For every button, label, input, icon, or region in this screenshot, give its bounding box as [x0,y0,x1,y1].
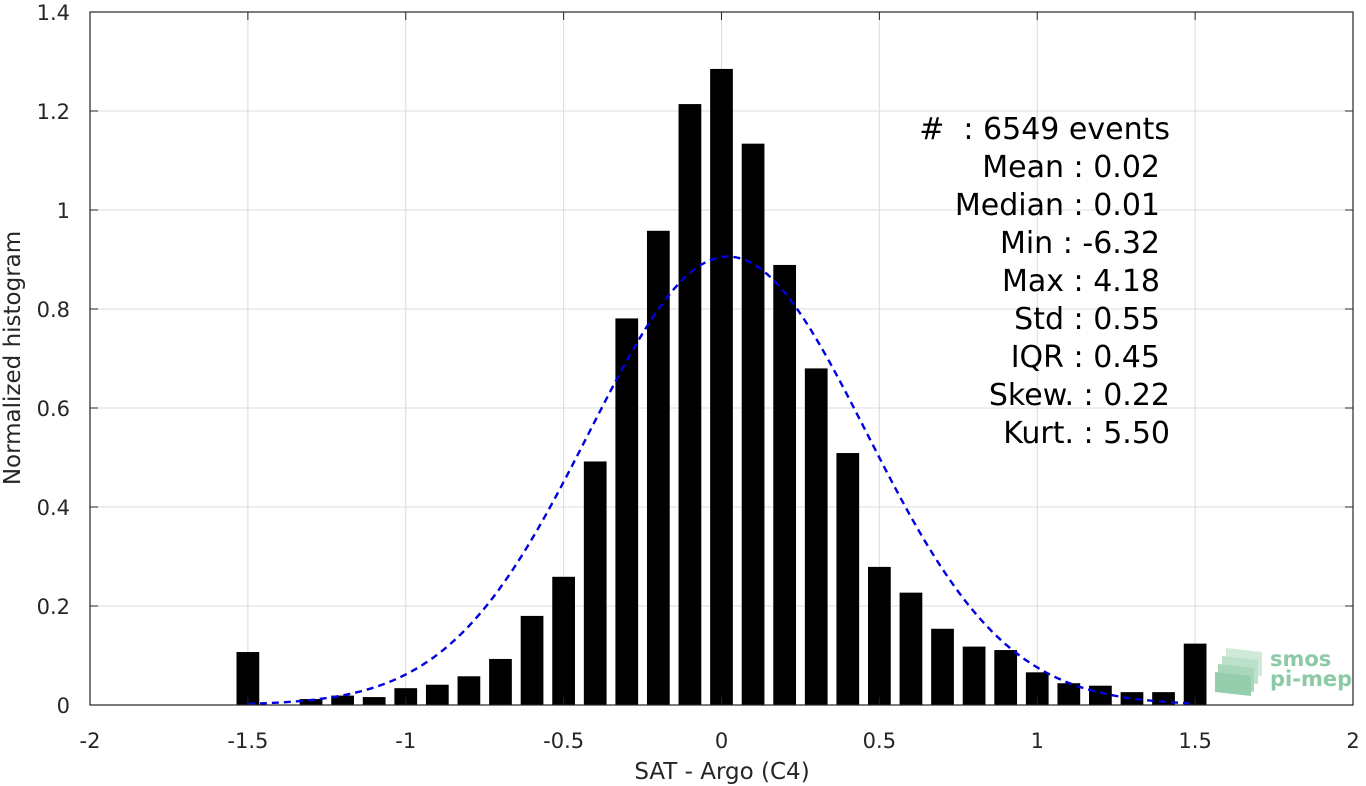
stat-min: Min : -6.32 [1000,226,1160,261]
axes [89,11,1354,706]
histogram-bar [1152,692,1175,705]
stat-kurt: Kurt. : 5.50 [1003,416,1170,451]
x-tick-label: 0 [715,729,728,753]
histogram-bar [362,697,386,705]
histogram-bar [1183,643,1207,705]
histogram-bar [868,566,891,705]
y-axis-label: Normalized histogram [0,231,26,485]
x-tick-labels: -2 -1.5 -1 -0.5 0 0.5 1 1.5 2 [80,729,1360,753]
x-axis-label: SAT - Argo (C4) [634,759,809,785]
histogram-bar [489,658,512,705]
histogram-bar [552,576,575,705]
logo-line1: smos [1270,647,1331,671]
x-tick-label: 1 [1031,729,1044,753]
histogram-bar [615,318,639,705]
x-tick-label: 2 [1346,729,1359,753]
histogram-bar [1025,672,1049,705]
histogram-bar [425,684,449,705]
histogram-bar [331,695,354,705]
histogram-bar [394,688,418,705]
y-tick-labels: 0 0.2 0.4 0.6 0.8 1 1.2 1.4 [37,1,70,718]
histogram-bar [994,650,1018,705]
y-tick-label: 0 [57,694,70,718]
x-tick-label: -2 [80,729,101,753]
histogram-bar [804,368,828,705]
histogram-bar [299,699,323,705]
y-tick-label: 1.2 [37,100,70,124]
stat-std: Std : 0.55 [1014,302,1160,337]
x-tick-label: 1.5 [1178,729,1211,753]
stat-events: # : 6549 events [919,112,1170,147]
smos-pi-mep-logo: smos pi-mep [1215,647,1352,696]
histogram-bar [646,230,670,706]
histogram-bar [836,453,860,705]
histogram-bar [520,615,544,705]
histogram-bar [899,592,923,705]
histogram-bar [678,104,702,705]
y-tick-label: 1.4 [37,1,70,25]
histogram-bar [583,461,607,705]
x-tick-label: -1 [395,729,416,753]
stat-median: Median : 0.01 [955,188,1160,223]
histogram-bar [1120,692,1144,705]
bars [236,68,1207,706]
histogram-bar [1057,683,1081,705]
logo-waves-icon [1215,648,1262,696]
histogram-bar [710,68,733,706]
stat-iqr: IQR : 0.45 [1011,340,1160,375]
y-tick-label: 0.8 [37,298,70,322]
histogram-bar [931,628,954,705]
y-tick-label: 1 [57,199,70,223]
x-tick-label: 0.5 [863,729,896,753]
histogram-bar [962,646,986,705]
x-tick-label: -1.5 [227,729,268,753]
histogram-bar [1089,685,1112,705]
normal-fit-curve [247,255,1196,706]
logo-line2: pi-mep [1270,667,1352,691]
histogram-bar [741,143,765,706]
stats-annotation: # : 6549 events Mean : 0.02 Median : 0.0… [919,112,1170,451]
histogram-bar [773,264,797,705]
histogram-bar [457,676,481,705]
y-tick-label: 0.6 [37,397,70,421]
y-tick-label: 0.4 [37,496,70,520]
stat-skew: Skew. : 0.22 [989,378,1170,413]
stat-mean: Mean : 0.02 [982,150,1160,185]
stat-max: Max : 4.18 [1002,264,1160,299]
x-tick-label: -0.5 [543,729,584,753]
histogram-bar [236,652,260,705]
y-tick-label: 0.2 [37,595,70,619]
